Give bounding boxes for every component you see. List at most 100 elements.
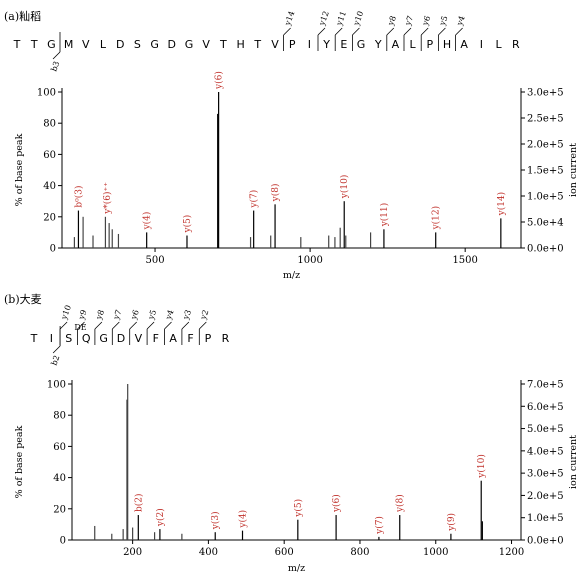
y2-tick-label: 1.0e+5 [527, 513, 564, 524]
sequence-residue: T [30, 38, 38, 51]
fragment-ion-label: y5 [146, 309, 158, 322]
y2-tick-label: 6.0e+5 [527, 402, 564, 413]
sequence-residue: V [135, 332, 143, 345]
fragment-cleavage-tick [129, 321, 137, 330]
fragment-ion-label: y6 [129, 309, 141, 322]
fragment-cleavage-tick [455, 27, 463, 36]
sequence-residue: I [308, 38, 311, 51]
x-axis-label: m/z [283, 270, 300, 281]
fragment-cleavage-tick [52, 345, 61, 354]
fragment-ion-label: y6 [420, 15, 432, 28]
fragment-ion-label: y11 [334, 10, 348, 28]
peak-annotation: y(14) [496, 192, 507, 217]
y-tick-label: 100 [37, 88, 56, 99]
sequence-residue: F [153, 332, 159, 345]
panel-b-label: (b)大麦 [4, 292, 42, 306]
spectrum-panel-1: 0 20 40 60 80 100 0.0e+0 1.0e+5 2.0e+5 3.0e+5 4.0e… [14, 380, 579, 575]
peak-annotation: y(6) [214, 71, 225, 90]
sequence-residue: T [13, 38, 21, 51]
fragment-cleavage-tick [164, 321, 172, 330]
sequence-residue: V [202, 38, 210, 51]
y-tick-label: 60 [43, 150, 56, 161]
x-tick-label: 400 [199, 547, 218, 558]
y2-tick-label: 2.5e+5 [527, 114, 564, 125]
fragment-cleavage-tick [438, 27, 446, 36]
fragment-ion-label: b2 [50, 354, 62, 367]
spectrum-panel-0: 0 20 40 60 80 100 0.0e+0 5.0e+4 1.0e+5 1.5e+5 2.0e… [14, 71, 579, 281]
peak-annotation: y(5) [293, 499, 304, 518]
y-tick-label: 0 [50, 244, 56, 255]
sequence-residue: F [187, 332, 193, 345]
sequence-residue: T [219, 38, 227, 51]
peak-annotation: y(2) [155, 508, 166, 527]
sequence-residue: Y [374, 38, 382, 51]
y-tick-label: 40 [43, 181, 56, 192]
x-tick-label: 600 [275, 547, 294, 558]
fragment-ion-label: y4 [455, 15, 467, 28]
sequence-residue: L [496, 38, 503, 51]
sequence-residue: D [117, 332, 125, 345]
fragment-ion-label: y10 [59, 304, 73, 322]
y2-tick-label: 7.0e+5 [527, 380, 564, 391]
sequence-residue: D [116, 38, 124, 51]
sequence-residue: D [168, 38, 176, 51]
sequence-residue: V [271, 38, 279, 51]
sequence-residue: M [64, 38, 74, 51]
fragment-cleavage-tick [403, 27, 412, 36]
fragment-ion-label: y7 [111, 309, 123, 322]
sequence-residue: S [65, 332, 72, 345]
fragment-ion-label: y5 [437, 15, 449, 28]
y2-axis-label: ion current [568, 435, 579, 489]
sequence-residue: I [50, 332, 53, 345]
fragment-ion-label: y14 [283, 10, 297, 28]
y-tick-label: 80 [53, 411, 66, 422]
sequence-residue: A [169, 332, 177, 345]
sequence-residue: R [222, 332, 230, 345]
sequence-residue: Y [322, 38, 330, 51]
y2-tick-label: 0.0e+0 [527, 244, 564, 255]
sequence-residue: P [426, 38, 433, 51]
fragment-cleavage-tick [112, 321, 120, 330]
y2-tick-label: 5.0e+4 [527, 218, 564, 229]
fragment-ion-label: y3 [181, 309, 193, 322]
y2-tick-label: 0.0e+0 [527, 536, 564, 547]
peak-annotation: y(8) [270, 183, 281, 202]
sequence-residue: L [100, 38, 107, 51]
x-tick-label: 1500 [452, 255, 477, 266]
peak-annotation: y(7) [249, 190, 260, 209]
peak-annotation: y(12) [431, 206, 442, 231]
peak-annotation: y(4) [142, 212, 153, 231]
y2-tick-label: 4.0e+5 [527, 446, 564, 457]
peak-annotation: y(3) [210, 511, 221, 530]
fragment-cleavage-tick [199, 321, 207, 330]
fragment-cleavage-tick [317, 27, 326, 36]
y2-tick-label: 3.0e+5 [527, 88, 564, 99]
fragment-ion-label: y4 [164, 309, 176, 322]
sequence-residue: G [185, 38, 194, 51]
sequence-residue: G [357, 38, 366, 51]
y-tick-label: 0 [60, 536, 66, 547]
fragment-ion-label: y8 [94, 309, 106, 322]
peak-annotation: y(8) [395, 494, 406, 513]
y2-tick-label: 5.0e+5 [527, 424, 564, 435]
sequence-residue: H [443, 38, 451, 51]
fragment-ion-label: y2 [198, 309, 210, 322]
x-tick-label: 500 [145, 255, 164, 266]
peak-annotation: y(7) [374, 516, 385, 535]
fragment-cleavage-tick [334, 27, 343, 36]
sequence-residue: A [392, 38, 400, 51]
sequence-residue: P [205, 332, 212, 345]
x-axis-label: m/z [288, 563, 305, 574]
y-tick-label: 100 [47, 380, 66, 391]
y2-tick-label: 2.0e+5 [527, 140, 564, 151]
x-tick-label: 1000 [423, 547, 448, 558]
y-tick-label: 60 [53, 442, 66, 453]
sequence-residue: R [512, 38, 520, 51]
sequence-residue: I [480, 38, 483, 51]
y2-tick-label: 1.0e+5 [527, 192, 564, 203]
fragment-ion-label: y8 [386, 15, 398, 28]
sequence-residue: T [30, 332, 38, 345]
